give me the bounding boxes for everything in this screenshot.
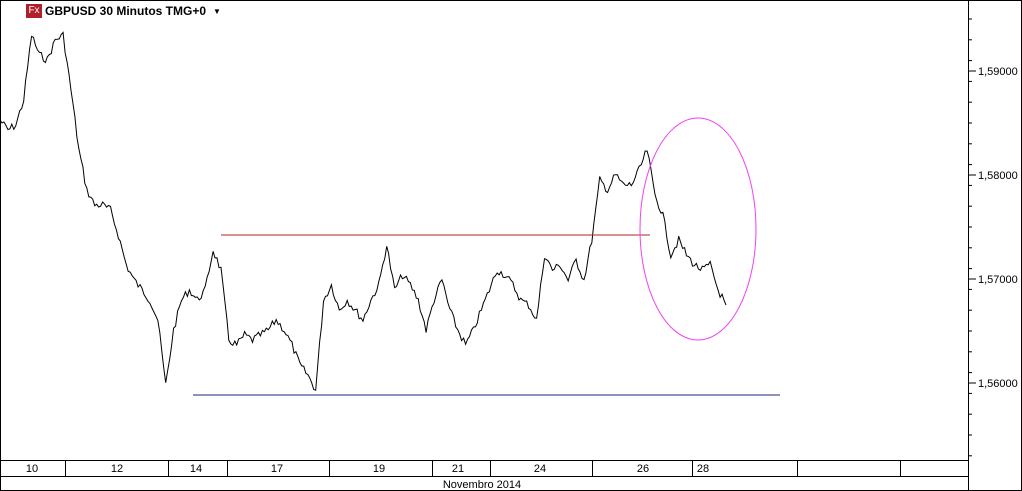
- time-axis[interactable]: 10 12 14 17 19 21 24 26 28 Novembro 2014: [26, 460, 901, 491]
- price-tick-label: 1,57000: [978, 274, 1018, 286]
- day-tick-label: 12: [111, 463, 123, 475]
- fx-logo-icon: Fx: [26, 4, 42, 18]
- day-tick-label: 19: [373, 463, 385, 475]
- chart-title[interactable]: Fx GBPUSD 30 Minutos TMG+0 ▼: [26, 4, 221, 18]
- price-tick-label: 1,58000: [978, 170, 1018, 182]
- price-line: [0, 31, 727, 391]
- highlight-ellipse: [639, 117, 757, 341]
- day-tick-label: 14: [190, 463, 202, 475]
- day-tick-label: 24: [534, 463, 546, 475]
- symbol-title: GBPUSD 30 Minutos TMG+0: [45, 4, 207, 18]
- price-tick-label: 1,56000: [978, 378, 1018, 390]
- day-tick-label: 10: [26, 463, 38, 475]
- caret-down-icon[interactable]: ▼: [213, 6, 221, 16]
- day-tick-label: 17: [271, 463, 283, 475]
- day-tick-label: 26: [637, 463, 649, 475]
- day-tick-label: 28: [697, 463, 709, 475]
- day-tick-label: 21: [452, 463, 464, 475]
- price-tick-label: 1,59000: [978, 66, 1018, 78]
- month-label: Novembro 2014: [443, 479, 521, 491]
- price-axis[interactable]: 1,59000 1,58000 1,57000 1,56000: [968, 0, 1018, 457]
